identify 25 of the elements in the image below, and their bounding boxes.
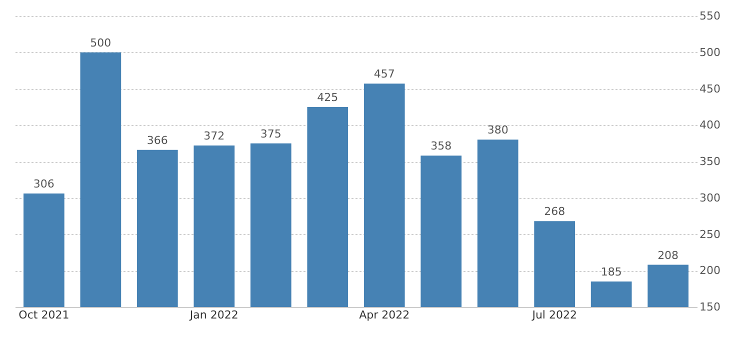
data-label: 500	[90, 36, 112, 50]
y-tick-label: 250	[700, 228, 720, 241]
y-tick-label: 500	[700, 46, 720, 59]
x-tick-label: Jul 2022	[531, 308, 577, 322]
y-tick-label: 200	[700, 264, 720, 278]
data-label: 457	[374, 68, 395, 81]
y-tick-label: 400	[700, 118, 720, 132]
y-tick-label: 300	[700, 191, 720, 204]
data-label: 366	[146, 134, 168, 147]
data-label: 372	[204, 129, 225, 142]
data-label: 306	[33, 178, 54, 191]
data-label: 425	[317, 90, 338, 104]
y-tick-label: 350	[700, 155, 720, 168]
data-label: 268	[544, 205, 566, 218]
y-tick-label: 450	[700, 82, 720, 96]
data-label: 375	[260, 127, 282, 140]
y-tick-label: 550	[700, 10, 720, 22]
x-tick-label: Oct 2021	[18, 308, 70, 322]
data-label: 358	[430, 140, 452, 153]
data-label: 185	[600, 266, 622, 279]
y-tick-label: 150	[700, 300, 720, 314]
x-tick-label: Apr 2022	[359, 308, 410, 322]
data-label: 380	[487, 124, 508, 137]
data-label: 208	[658, 248, 679, 262]
x-tick-label: Jan 2022	[188, 308, 238, 322]
